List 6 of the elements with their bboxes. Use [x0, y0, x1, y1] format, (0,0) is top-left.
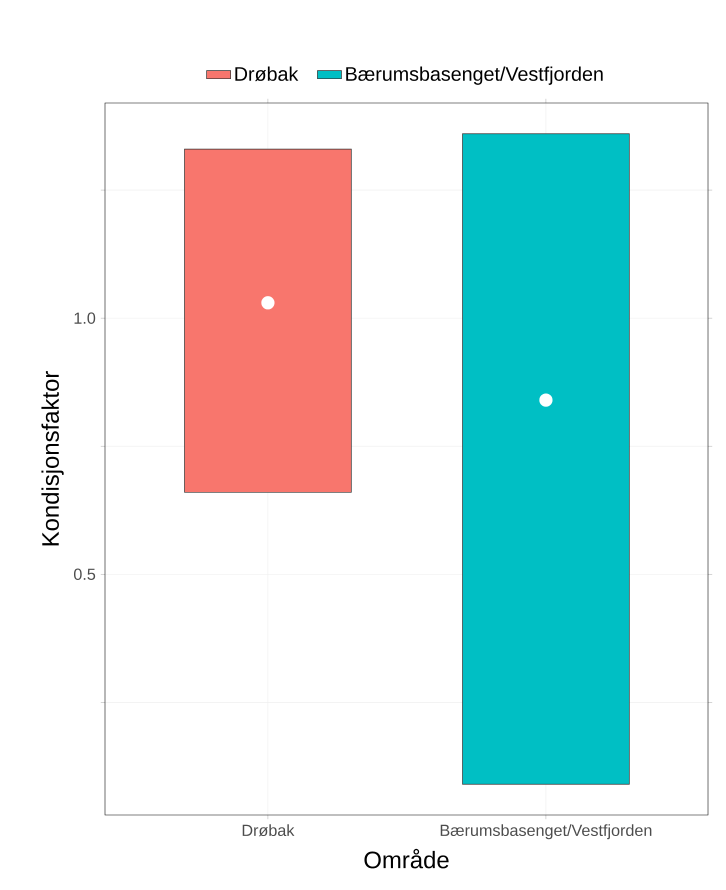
legend-label: Drøbak [235, 66, 298, 82]
y-tick-label: 1.0 [74, 312, 96, 324]
y-axis-title: Kondisjonsfaktor [41, 371, 64, 546]
x-axis-title: Område [364, 848, 449, 868]
legend-label: Bærumsbasenget/Vestfjorden [346, 66, 603, 85]
y-tick-label: 0.5 [74, 568, 96, 580]
